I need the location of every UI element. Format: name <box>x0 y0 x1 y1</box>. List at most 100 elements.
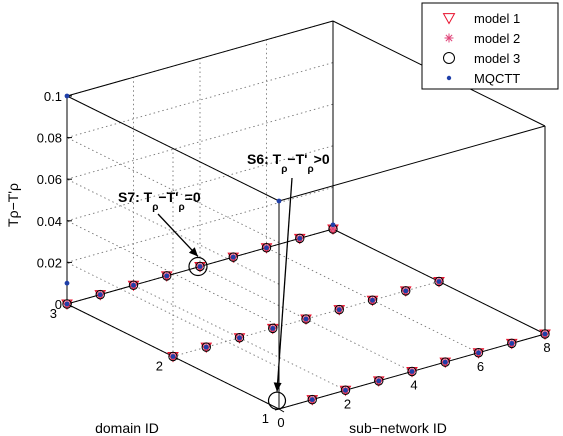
point-mqctt <box>237 335 242 341</box>
x-tick-label: 8 <box>543 340 550 355</box>
point-mqctt <box>436 279 442 284</box>
legend: model 1 model 2 model 3 MQCTT <box>421 2 559 90</box>
point-mqctt <box>197 264 203 269</box>
y-tick-label: 3 <box>50 306 57 321</box>
point-mqctt <box>370 297 375 303</box>
point-model-3 <box>234 333 245 343</box>
point-mqctt <box>97 292 103 298</box>
y-tick-label: 1 <box>262 411 269 426</box>
point-model-3 <box>195 261 205 272</box>
annotation-label: S6: Tρ−T'ρ>0 <box>247 151 330 175</box>
annotations: S6: Tρ−T'ρ>0 S7: Tρ−T'ρ=0 <box>118 151 330 410</box>
point-mqctt <box>409 369 415 374</box>
point-model-2 <box>329 225 337 233</box>
annotation-arrow-head <box>273 382 282 392</box>
wall-grid-z <box>66 186 334 263</box>
y-tick-label: 2 <box>156 359 163 374</box>
point-mqctt <box>64 93 70 99</box>
legend-label: model 1 <box>474 11 520 26</box>
wall-grid-z2 <box>66 178 280 285</box>
point-model-3 <box>295 233 305 244</box>
point-model-3 <box>401 286 411 296</box>
point-model-3 <box>507 338 517 349</box>
x-tick-label: 4 <box>410 378 417 393</box>
legend-box <box>421 2 559 90</box>
point-mqctt <box>309 397 315 403</box>
x-axis-title: sub−network ID <box>349 420 447 436</box>
annotation-circle <box>188 256 208 277</box>
point-model-3 <box>307 394 317 405</box>
wall-grid-z2 <box>66 220 280 327</box>
wall-grid-z <box>66 62 334 139</box>
point-mqctt <box>509 340 515 346</box>
point-mqctt <box>403 288 409 294</box>
annotation-label: S7: Tρ−T'ρ=0 <box>118 189 201 213</box>
point-mqctt <box>131 282 136 288</box>
asterisk-stroke <box>329 225 337 233</box>
point-model-3 <box>407 366 417 377</box>
z-tick-label: 0.02 <box>37 255 62 270</box>
z-tick-label: 0.08 <box>37 131 62 146</box>
point-mqctt <box>264 245 269 251</box>
point-model-3 <box>62 299 72 309</box>
point-mqctt <box>203 344 209 350</box>
point-mqctt <box>376 378 382 384</box>
point-model-3 <box>440 357 450 367</box>
z-tick-label: 0 <box>55 297 62 312</box>
z-tick-label: 0.04 <box>37 214 62 229</box>
data-points <box>61 93 551 406</box>
annotation-arrow-shaft <box>157 213 199 257</box>
legend-label: model 3 <box>474 51 520 66</box>
point-model-3 <box>540 329 550 339</box>
wall-grid-z2 <box>66 261 280 368</box>
annotation-s6: S6: Tρ−T'ρ>0 <box>247 151 330 410</box>
point-model-3 <box>162 271 172 281</box>
legend-label: MQCTT <box>474 71 520 86</box>
point-model-3 <box>340 385 351 395</box>
x-tick-label: 2 <box>344 396 351 411</box>
point-mqctt <box>330 222 336 228</box>
point-model-3 <box>128 280 139 290</box>
point-mqctt <box>442 359 448 365</box>
y-tick-mark <box>278 408 285 413</box>
legend-marker-mqctt <box>446 75 452 81</box>
point-mqctt <box>542 331 548 337</box>
legend-marker-model-2 <box>444 33 454 43</box>
floor-grid-y <box>172 281 440 357</box>
point-mqctt <box>164 273 170 279</box>
legend-label: model 2 <box>474 31 520 46</box>
point-model-3 <box>367 295 378 305</box>
point-model-3 <box>334 304 344 315</box>
y-axis-title: domain ID <box>95 420 159 436</box>
annotation-arrow-shaft <box>276 177 293 392</box>
annotation-s7: S7: Tρ−T'ρ=0 <box>118 189 208 277</box>
point-model-3 <box>268 323 278 334</box>
x-tick-label: 0 <box>277 415 284 430</box>
legend-marker-model-1 <box>442 13 456 25</box>
x-tick-label: 6 <box>477 359 484 374</box>
point-model-3 <box>228 252 238 262</box>
point-mqctt <box>64 280 70 286</box>
point-model-3 <box>168 351 178 362</box>
point-model-3 <box>201 342 211 352</box>
annotation-arrow-head <box>188 247 198 257</box>
point-mqctt <box>270 325 276 331</box>
wall-grid-z <box>66 145 334 222</box>
point-mqctt <box>303 316 309 322</box>
point-model-3 <box>261 243 272 253</box>
annotation-circle <box>267 391 287 410</box>
wall-grid-z2 <box>66 137 280 244</box>
box-edge <box>66 20 334 97</box>
asterisk-stroke <box>445 34 453 42</box>
z-tick-label: 0.1 <box>44 89 62 104</box>
point-model-3 <box>434 276 444 287</box>
point-mqctt <box>336 307 342 313</box>
point-model-3 <box>95 289 105 300</box>
point-mqctt <box>230 254 236 260</box>
legend-marker-model-3 <box>443 52 455 64</box>
point-mqctt <box>276 198 282 204</box>
point-mqctt <box>170 354 176 359</box>
box-edge <box>66 95 280 202</box>
